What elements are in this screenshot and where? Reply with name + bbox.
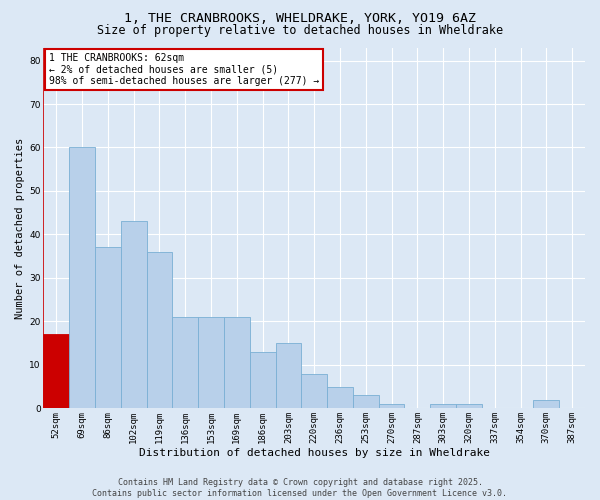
Bar	[301, 374, 327, 408]
Bar	[456, 404, 482, 408]
Bar	[275, 343, 301, 408]
Bar	[95, 248, 121, 408]
Text: 1, THE CRANBROOKS, WHELDRAKE, YORK, YO19 6AZ: 1, THE CRANBROOKS, WHELDRAKE, YORK, YO19…	[124, 12, 476, 26]
Bar	[146, 252, 172, 408]
Bar	[43, 334, 69, 408]
Bar	[250, 352, 275, 408]
Text: Contains HM Land Registry data © Crown copyright and database right 2025.
Contai: Contains HM Land Registry data © Crown c…	[92, 478, 508, 498]
Bar	[224, 317, 250, 408]
Text: 1 THE CRANBROOKS: 62sqm
← 2% of detached houses are smaller (5)
98% of semi-deta: 1 THE CRANBROOKS: 62sqm ← 2% of detached…	[49, 53, 319, 86]
Bar	[379, 404, 404, 408]
Bar	[353, 396, 379, 408]
Bar	[172, 317, 198, 408]
Bar	[430, 404, 456, 408]
Bar	[69, 148, 95, 408]
Bar	[533, 400, 559, 408]
Bar	[327, 386, 353, 408]
X-axis label: Distribution of detached houses by size in Wheldrake: Distribution of detached houses by size …	[139, 448, 490, 458]
Bar	[121, 222, 146, 408]
Text: Size of property relative to detached houses in Wheldrake: Size of property relative to detached ho…	[97, 24, 503, 37]
Bar	[198, 317, 224, 408]
Y-axis label: Number of detached properties: Number of detached properties	[15, 138, 25, 318]
